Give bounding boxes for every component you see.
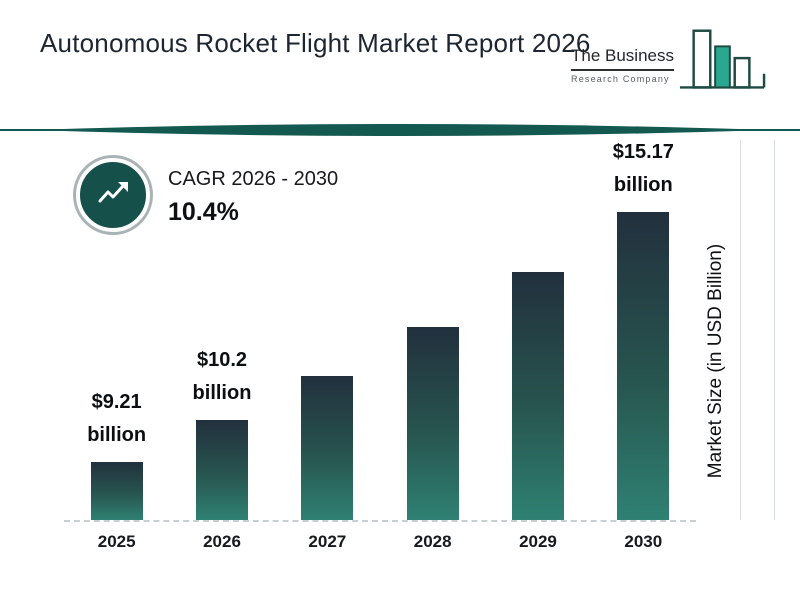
bar-value-label-2030: $15.17 billion (612, 141, 674, 196)
x-axis-label-2027: 2027 (308, 532, 347, 551)
bar-column-2027 (275, 376, 380, 520)
bar-2026 (195, 420, 248, 520)
x-axis-label-2029: 2029 (519, 532, 557, 551)
divider-lens (0, 124, 800, 136)
cagr-value: 10.4% (168, 198, 239, 226)
page-title: Autonomous Rocket Flight Market Report 2… (40, 28, 591, 58)
bar-value-label-2026: $10.2 billion (192, 349, 252, 404)
logo-text: The Business Research Company (571, 46, 674, 84)
trend-up-arrow-icon (93, 173, 133, 218)
x-axis-label-2030: 2030 (624, 532, 663, 551)
bar-2029 (511, 272, 564, 520)
bar-column-2030: $15.17 billion (591, 136, 696, 520)
bars-row: $9.21 billion $10.2 billion $15.17 billion (64, 138, 696, 522)
cagr-badge (76, 158, 150, 232)
grid-line-right-1 (740, 140, 741, 520)
bar-column-2026: $10.2 billion (169, 344, 274, 520)
bar-column-2028 (380, 327, 485, 520)
logo-name: The Business (571, 46, 674, 71)
company-logo: The Business Research Company (571, 26, 766, 105)
cagr-label: CAGR 2026 - 2030 (168, 168, 339, 190)
bar-2030 (617, 212, 670, 520)
bar-2025 (90, 462, 143, 520)
bar-2027 (301, 376, 354, 520)
x-axis-label-2025: 2025 (97, 532, 136, 551)
bar-column-2025: $9.21 billion (64, 386, 169, 520)
y-axis-label: Market Size (in USD Billion) (705, 243, 726, 479)
grid-line-right-2 (774, 140, 775, 520)
bar-value-label-2025: $9.21 billion (87, 391, 147, 446)
bar-chart-logo-icon (678, 26, 766, 105)
x-axis-label-2028: 2028 (413, 532, 452, 551)
logo-subtitle: Research Company (571, 74, 670, 84)
x-axis-label-2026: 2026 (203, 532, 241, 551)
bar-column-2029 (485, 272, 590, 520)
bar-2028 (406, 327, 459, 520)
x-labels-row: 2025 2026 2027 2028 2029 2030 (64, 532, 696, 552)
